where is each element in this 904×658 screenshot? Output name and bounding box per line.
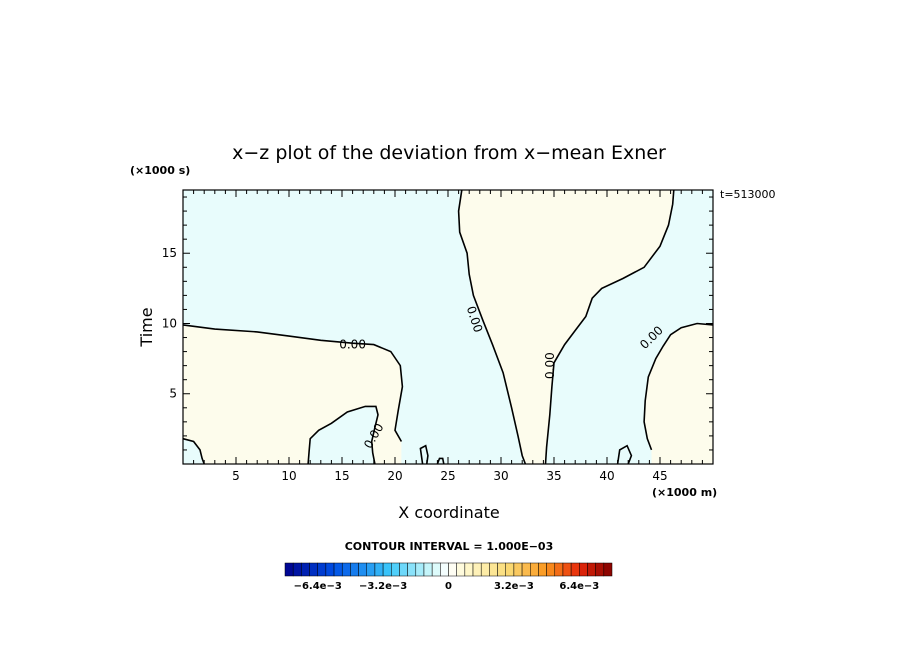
zero-contour-center xyxy=(457,189,527,465)
colorbar-tick-label: −6.4e−3 xyxy=(294,581,342,592)
colorbar-tick-label: 0 xyxy=(445,581,452,592)
x-tick-label: 20 xyxy=(387,469,402,483)
colorbar-cell xyxy=(530,562,539,577)
colorbar-cell xyxy=(284,562,294,577)
colorbar-cell xyxy=(391,562,400,577)
colorbar-cell xyxy=(579,562,588,577)
colorbar-cell xyxy=(603,562,613,577)
chart-title: x−z plot of the deviation from x−mean Ex… xyxy=(232,142,666,164)
zero-contour-small-2 xyxy=(436,457,445,465)
colorbar-cell xyxy=(595,562,605,577)
colorbar-cell xyxy=(570,562,580,577)
colorbar-cell xyxy=(472,562,482,577)
colorbar-cell xyxy=(505,562,515,577)
zero-contour-right-lower xyxy=(643,322,714,451)
zero-contour-left xyxy=(182,324,404,442)
colorbar-tick-label: 6.4e−3 xyxy=(559,581,599,592)
colorbar-cell xyxy=(317,562,327,577)
colorbar-cell xyxy=(292,562,302,577)
y-axis-ticks: 5 10 15 xyxy=(162,196,713,465)
colorbar-cell xyxy=(366,562,376,577)
contour-interval-text: CONTOUR INTERVAL = 1.000E−03 xyxy=(345,540,554,553)
zero-contour-right-arch xyxy=(544,189,675,465)
zero-contour-small-3 xyxy=(616,444,633,465)
colorbar-cell xyxy=(440,562,449,577)
zero-contour-small-1 xyxy=(419,444,429,465)
colorbar-cell xyxy=(489,562,498,577)
zero-contour-bottom-left xyxy=(182,437,205,465)
region-positive-right xyxy=(644,323,713,464)
colorbar-cell xyxy=(538,562,547,577)
x-unit-label: (×1000 m) xyxy=(652,486,717,499)
colorbar-tick-label: 3.2e−3 xyxy=(494,581,534,592)
x-tick-label: 40 xyxy=(599,469,614,483)
colorbar-cell xyxy=(358,562,368,577)
region-positive-center xyxy=(458,190,674,464)
zero-contour-bottom-lobe xyxy=(307,405,379,465)
colorbar-labels: −6.4e−3 −3.2e−3 0 3.2e−3 6.4e−3 xyxy=(294,581,600,592)
colorbar-cell xyxy=(415,562,425,577)
x-tick-label: 30 xyxy=(493,469,508,483)
x-tick-label: 45 xyxy=(652,469,667,483)
x-tick-label: 25 xyxy=(440,469,455,483)
colorbar xyxy=(284,562,613,577)
colorbar-cell xyxy=(423,562,433,577)
x-tick-label: 35 xyxy=(546,469,561,483)
colorbar-cell xyxy=(587,562,596,577)
colorbar-cell xyxy=(325,562,335,577)
y-axis-label: Time xyxy=(137,307,156,347)
colorbar-cell xyxy=(309,562,318,577)
colorbar-cell xyxy=(554,562,564,577)
colorbar-cell xyxy=(513,562,523,577)
x-tick-label: 5 xyxy=(232,469,240,483)
colorbar-cell xyxy=(333,562,343,577)
colorbar-cell xyxy=(350,562,359,577)
time-label: t=513000 xyxy=(720,188,776,201)
colorbar-cell xyxy=(407,562,417,577)
colorbar-cell xyxy=(497,562,506,577)
x-axis-label: X coordinate xyxy=(398,503,499,522)
x-tick-label: 15 xyxy=(334,469,349,483)
colorbar-tick-label: −3.2e−3 xyxy=(359,581,407,592)
colorbar-cell xyxy=(431,562,441,577)
region-negative-lobe xyxy=(308,406,378,464)
region-negative-bottom-left xyxy=(183,438,205,464)
colorbar-cell xyxy=(341,562,351,577)
x-tick-label: 10 xyxy=(281,469,296,483)
colorbar-cell xyxy=(546,562,556,577)
plot-area: 0.000.000.000.000.00 xyxy=(182,189,714,465)
x-axis-ticks: 5 10 15 20 25 30 35 40 45 xyxy=(182,190,714,483)
contour-label-2: 0.00 xyxy=(543,352,557,379)
y-tick-label: 5 xyxy=(169,387,177,401)
contour-label-0: 0.00 xyxy=(339,338,366,352)
colorbar-cell xyxy=(562,562,572,577)
colorbar-cell xyxy=(301,562,310,577)
colorbar-cell xyxy=(382,562,392,577)
colorbar-cell xyxy=(448,562,457,577)
colorbar-cell xyxy=(374,562,384,577)
y-tick-label: 10 xyxy=(162,316,177,330)
colorbar-cell xyxy=(480,562,490,577)
y-unit-label: (×1000 s) xyxy=(130,164,190,177)
colorbar-cell xyxy=(521,562,531,577)
colorbar-cell xyxy=(399,562,408,577)
colorbar-cell xyxy=(464,562,474,577)
y-tick-label: 15 xyxy=(162,246,177,260)
colorbar-cell xyxy=(456,562,466,577)
